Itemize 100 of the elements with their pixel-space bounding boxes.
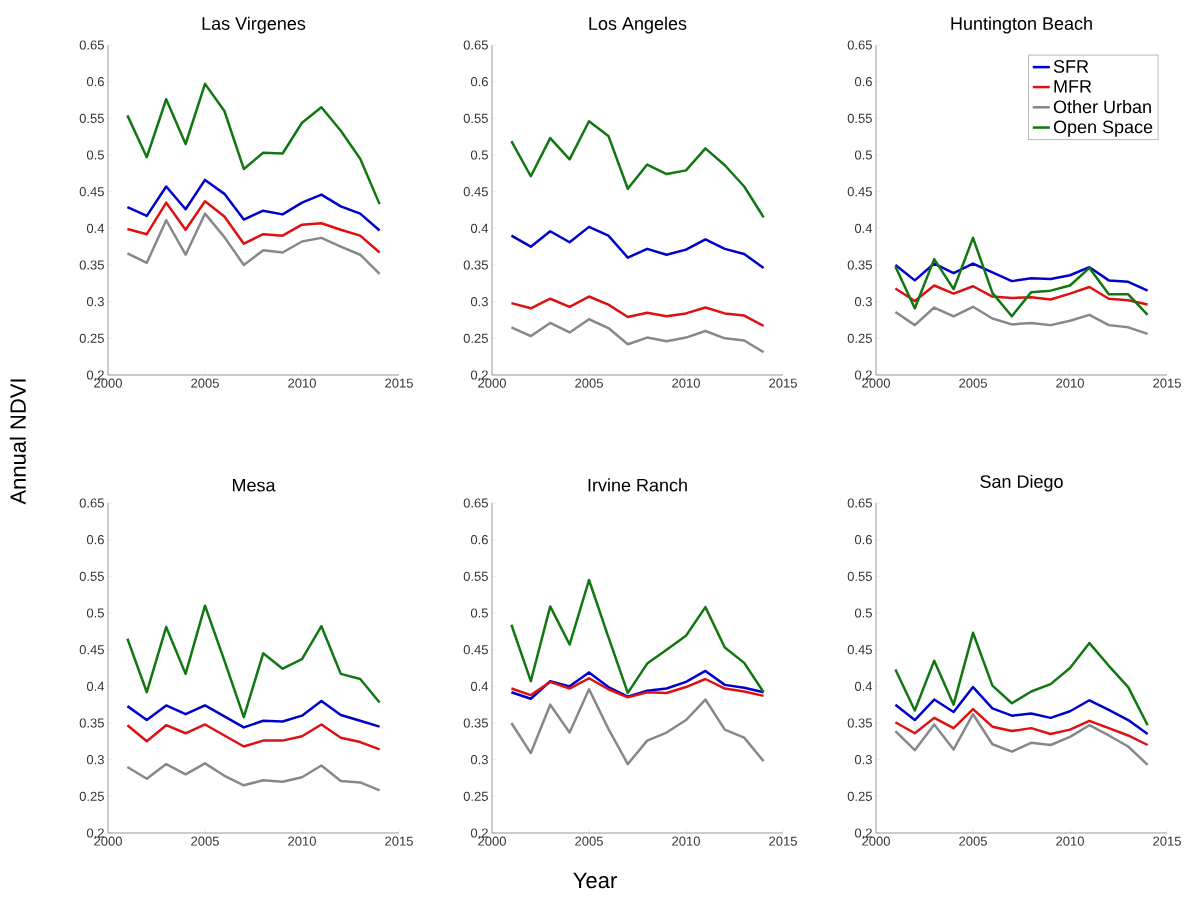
x-tick-label: 2000 bbox=[478, 378, 506, 388]
x-tick-label: 2010 bbox=[1056, 836, 1084, 846]
y-tick-label: 0.5 bbox=[854, 150, 872, 160]
y-tick-label: 0.6 bbox=[470, 535, 488, 545]
y-tick-label: 0.25 bbox=[463, 333, 488, 343]
y-tick-label: 0.6 bbox=[854, 535, 872, 545]
legend-label: SFR bbox=[1053, 60, 1089, 73]
chart-title: Huntington Beach bbox=[951, 16, 1092, 34]
x-tick-label: 2005 bbox=[575, 378, 603, 388]
y-tick-label: 0.65 bbox=[463, 40, 488, 50]
line-series bbox=[894, 262, 1149, 292]
x-tick-label: 2000 bbox=[862, 378, 890, 388]
y-tick-label: 0.3 bbox=[854, 755, 872, 765]
x-tick-label: 2015 bbox=[1153, 378, 1181, 388]
x-tick-label: 2005 bbox=[959, 836, 987, 846]
legend-label: Other Urban bbox=[1053, 100, 1151, 114]
x-tick-label: 2005 bbox=[191, 836, 219, 846]
line-series bbox=[894, 284, 1149, 306]
line-series bbox=[126, 762, 381, 792]
y-tick-label: 0.4 bbox=[854, 223, 873, 233]
line-series bbox=[510, 120, 765, 219]
x-tick-label: 2015 bbox=[385, 836, 413, 846]
line-series bbox=[510, 318, 765, 354]
y-tick-label: 0.45 bbox=[79, 187, 104, 197]
y-tick-label: 0.35 bbox=[847, 260, 872, 270]
x-tick-label: 2005 bbox=[191, 378, 219, 388]
line-series bbox=[894, 631, 1149, 727]
y-tick-label: 0.65 bbox=[847, 498, 872, 508]
line-series bbox=[510, 578, 765, 695]
y-tick-label: 0.35 bbox=[463, 260, 488, 270]
y-tick-label: 0.5 bbox=[470, 150, 488, 160]
y-tick-label: 0.6 bbox=[86, 535, 104, 545]
y-tick-label: 0.45 bbox=[463, 187, 488, 197]
y-tick-label: 0.3 bbox=[854, 297, 872, 307]
x-tick-label: 2015 bbox=[1153, 836, 1181, 846]
y-tick-label: 0.2 bbox=[470, 370, 488, 380]
x-tick-label: 2005 bbox=[959, 378, 987, 388]
y-tick-label: 0.55 bbox=[79, 571, 104, 581]
x-tick-label: 2010 bbox=[288, 378, 316, 388]
x-tick-label: 2010 bbox=[288, 836, 316, 846]
legend-label: Open Space bbox=[1053, 120, 1153, 137]
chart-title: Los Angeles bbox=[589, 16, 687, 34]
y-tick-label: 0.55 bbox=[463, 571, 488, 581]
y-tick-label: 0.65 bbox=[463, 498, 488, 508]
y-tick-label: 0.2 bbox=[86, 370, 104, 380]
line-series bbox=[894, 305, 1149, 336]
line-series bbox=[510, 295, 765, 328]
y-tick-label: 0.25 bbox=[847, 333, 872, 343]
y-tick-label: 0.35 bbox=[79, 260, 104, 270]
y-tick-label: 0.2 bbox=[86, 828, 104, 838]
y-tick-label: 0.65 bbox=[847, 40, 872, 50]
x-tick-label: 2000 bbox=[478, 836, 506, 846]
y-tick-label: 0.45 bbox=[847, 645, 872, 655]
y-tick-label: 0.2 bbox=[470, 828, 488, 838]
y-tick-label: 0.3 bbox=[470, 755, 488, 765]
y-tick-label: 0.4 bbox=[854, 681, 873, 691]
y-tick-label: 0.5 bbox=[86, 608, 104, 618]
y-tick-label: 0.2 bbox=[854, 828, 872, 838]
y-tick-label: 0.35 bbox=[79, 718, 104, 728]
line-series bbox=[510, 225, 765, 270]
line-series bbox=[894, 712, 1149, 767]
y-tick-label: 0.45 bbox=[463, 645, 488, 655]
x-tick-label: 2000 bbox=[862, 836, 890, 846]
y-tick-label: 0.2 bbox=[854, 370, 872, 380]
x-tick-label: 2000 bbox=[94, 836, 122, 846]
y-tick-label: 0.6 bbox=[854, 77, 872, 87]
chart-title: Mesa bbox=[232, 478, 276, 492]
x-tick-label: 2010 bbox=[672, 378, 700, 388]
x-axis-title: Year bbox=[573, 872, 617, 889]
y-tick-label: 0.5 bbox=[86, 150, 104, 160]
y-axis-title: Annual NDVI bbox=[9, 379, 26, 505]
y-tick-label: 0.25 bbox=[463, 791, 488, 801]
line-series bbox=[894, 685, 1149, 736]
y-tick-label: 0.3 bbox=[86, 297, 104, 307]
y-tick-label: 0.5 bbox=[470, 608, 488, 618]
y-tick-label: 0.45 bbox=[847, 187, 872, 197]
y-tick-label: 0.3 bbox=[470, 297, 488, 307]
x-tick-label: 2010 bbox=[672, 836, 700, 846]
y-tick-label: 0.25 bbox=[847, 791, 872, 801]
y-tick-label: 0.35 bbox=[847, 718, 872, 728]
x-tick-label: 2015 bbox=[769, 378, 797, 388]
chart-title: San Diego bbox=[980, 474, 1063, 492]
line-series bbox=[126, 82, 381, 206]
y-tick-label: 0.3 bbox=[86, 755, 104, 765]
chart-title: Irvine Ranch bbox=[588, 478, 687, 492]
y-tick-label: 0.55 bbox=[463, 113, 488, 123]
y-tick-label: 0.25 bbox=[79, 791, 104, 801]
y-tick-label: 0.55 bbox=[847, 113, 872, 123]
y-tick-label: 0.4 bbox=[86, 223, 105, 233]
line-series bbox=[126, 199, 381, 254]
y-tick-label: 0.6 bbox=[86, 77, 104, 87]
x-tick-label: 2010 bbox=[1056, 378, 1084, 388]
y-tick-label: 0.35 bbox=[463, 718, 488, 728]
y-tick-label: 0.55 bbox=[847, 571, 872, 581]
y-tick-label: 0.5 bbox=[854, 608, 872, 618]
y-tick-label: 0.65 bbox=[79, 40, 104, 50]
x-tick-label: 2015 bbox=[385, 378, 413, 388]
y-tick-label: 0.6 bbox=[470, 77, 488, 87]
x-tick-label: 2000 bbox=[94, 378, 122, 388]
y-tick-label: 0.4 bbox=[470, 681, 489, 691]
